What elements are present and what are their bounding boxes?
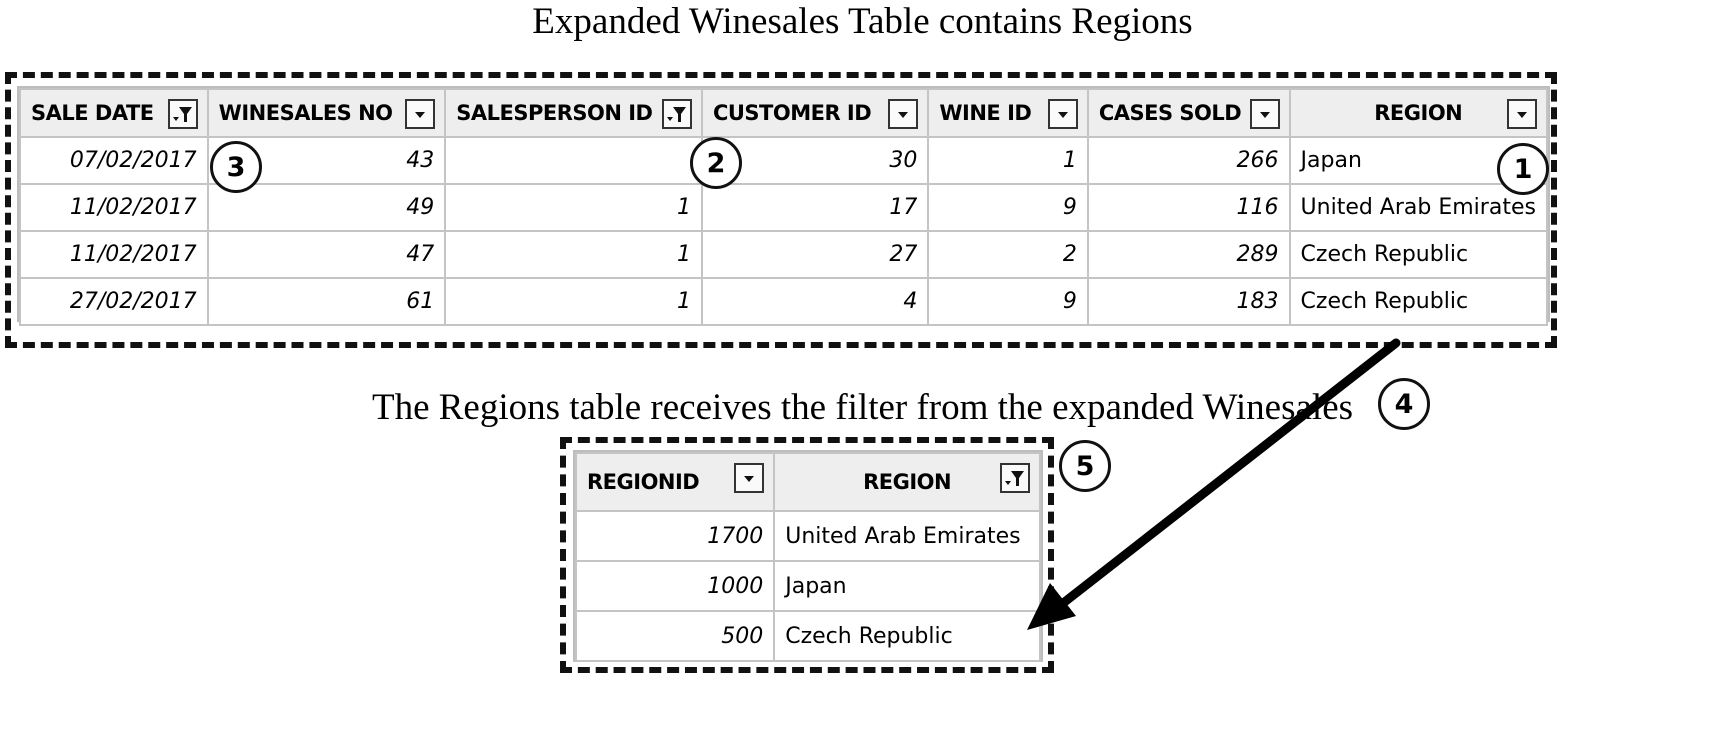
- callout-4: 4: [1378, 378, 1430, 430]
- callout-5: 5: [1059, 440, 1111, 492]
- callout-2: 2: [690, 137, 742, 189]
- callout-1: 1: [1497, 143, 1549, 195]
- callout-3: 3: [210, 141, 262, 193]
